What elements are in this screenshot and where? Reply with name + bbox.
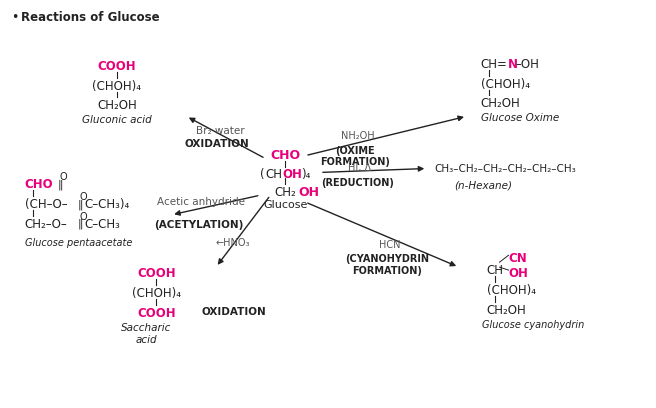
Text: (CHOH)₄: (CHOH)₄ xyxy=(487,284,536,297)
Text: acid: acid xyxy=(136,335,157,345)
Text: O: O xyxy=(79,212,87,222)
Text: )₄: )₄ xyxy=(301,169,310,182)
Text: Glucose pentaacetate: Glucose pentaacetate xyxy=(24,237,132,248)
Text: (REDUCTION): (REDUCTION) xyxy=(321,178,394,188)
Text: CHO: CHO xyxy=(270,149,300,162)
Text: Acetic anhydride: Acetic anhydride xyxy=(157,197,245,207)
Text: (CYANOHYDRIN
FORMATION): (CYANOHYDRIN FORMATION) xyxy=(346,254,430,276)
Text: •: • xyxy=(10,11,18,24)
Text: CHO: CHO xyxy=(24,178,53,191)
Text: ‖: ‖ xyxy=(77,199,83,210)
Text: HCN: HCN xyxy=(379,239,400,250)
Text: OH: OH xyxy=(282,169,302,182)
Text: ‖: ‖ xyxy=(77,219,83,229)
Text: Gluconic acid: Gluconic acid xyxy=(82,115,152,125)
Text: (ACETYLATION): (ACETYLATION) xyxy=(154,220,244,230)
Text: OH: OH xyxy=(508,267,528,280)
Text: C–CH₃)₄: C–CH₃)₄ xyxy=(84,198,129,211)
Text: ‖: ‖ xyxy=(57,180,63,190)
Text: Saccharic: Saccharic xyxy=(121,324,172,333)
Text: Br₂ water: Br₂ water xyxy=(196,126,245,136)
Text: (OXIME
FORMATION): (OXIME FORMATION) xyxy=(320,146,390,167)
Text: (CHOH)₄: (CHOH)₄ xyxy=(132,287,181,300)
Text: OXIDATION: OXIDATION xyxy=(184,139,249,149)
Text: CH=: CH= xyxy=(481,58,508,71)
Text: OXIDATION: OXIDATION xyxy=(201,306,266,317)
Text: (CHOH)₄: (CHOH)₄ xyxy=(481,78,529,91)
Text: OH: OH xyxy=(298,186,319,199)
Text: CH₂–O–: CH₂–O– xyxy=(24,218,68,231)
Text: CH₂OH: CH₂OH xyxy=(481,98,520,111)
Text: COOH: COOH xyxy=(137,306,176,319)
Text: Glucose cyanohydrin: Glucose cyanohydrin xyxy=(482,320,584,330)
Text: COOH: COOH xyxy=(137,267,176,280)
Text: NH₂OH: NH₂OH xyxy=(341,131,375,141)
Text: C–CH₃: C–CH₃ xyxy=(84,218,120,231)
Text: CH₃–CH₂–CH₂–CH₂–CH₂–CH₃: CH₃–CH₂–CH₂–CH₂–CH₂–CH₃ xyxy=(434,164,576,173)
Text: CH: CH xyxy=(487,264,504,277)
Text: CH: CH xyxy=(266,169,283,182)
Text: COOH: COOH xyxy=(98,60,136,73)
Text: CN: CN xyxy=(508,252,527,265)
Text: (n-Hexane): (n-Hexane) xyxy=(454,180,512,190)
Text: N: N xyxy=(508,58,518,71)
Text: O: O xyxy=(59,173,67,182)
Text: CH₂: CH₂ xyxy=(274,186,297,199)
Text: (CHOH)₄: (CHOH)₄ xyxy=(92,80,141,93)
Text: CH₂OH: CH₂OH xyxy=(487,304,526,317)
Text: –OH: –OH xyxy=(516,58,539,71)
Text: Glucose: Glucose xyxy=(263,200,308,210)
Text: O: O xyxy=(79,192,87,202)
Text: HI, Δ: HI, Δ xyxy=(348,162,371,173)
Text: ←HNO₃: ←HNO₃ xyxy=(216,237,250,248)
Text: (: ( xyxy=(260,169,264,182)
Text: Reactions of Glucose: Reactions of Glucose xyxy=(20,11,159,24)
Text: (CH–O–: (CH–O– xyxy=(24,198,67,211)
Text: CH₂OH: CH₂OH xyxy=(97,100,136,113)
Text: Glucose Oxime: Glucose Oxime xyxy=(481,113,559,123)
